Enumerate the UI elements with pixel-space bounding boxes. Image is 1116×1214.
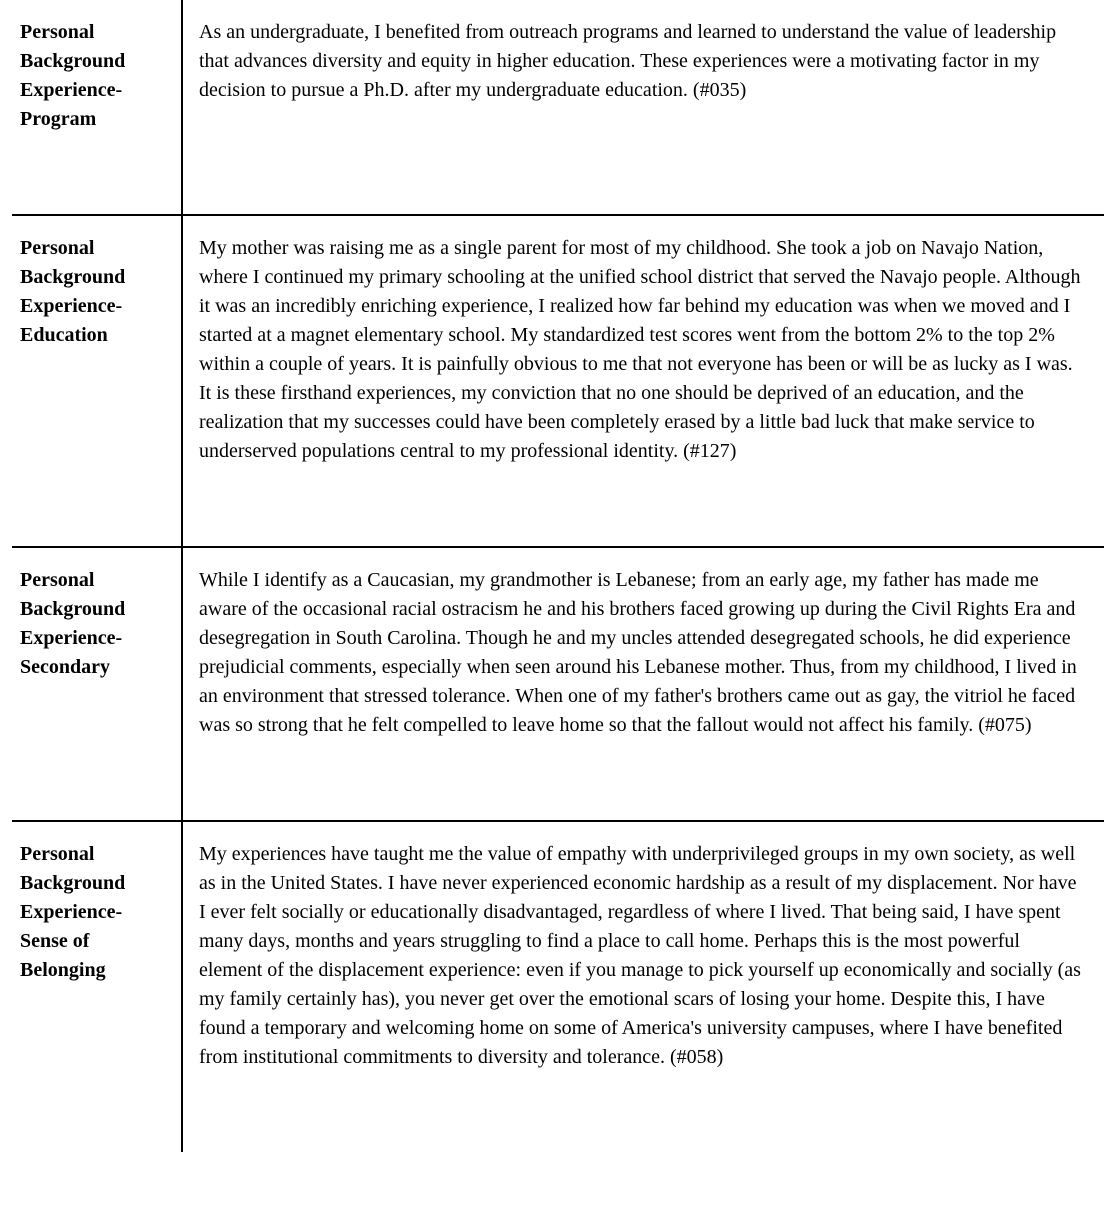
- row-label: Personal Background Experience-Secondary: [12, 547, 182, 821]
- row-body: While I identify as a Caucasian, my gran…: [182, 547, 1104, 821]
- experience-table: Personal Background Experience-Program A…: [12, 0, 1104, 1152]
- table-row: Personal Background Experience-Sense of …: [12, 821, 1104, 1152]
- document-page: Personal Background Experience-Program A…: [0, 0, 1116, 1152]
- row-body: My experiences have taught me the value …: [182, 821, 1104, 1152]
- row-body: As an undergraduate, I benefited from ou…: [182, 0, 1104, 215]
- row-label: Personal Background Experience-Program: [12, 0, 182, 215]
- table-row: Personal Background Experience-Program A…: [12, 0, 1104, 215]
- table-row: Personal Background Experience-Education…: [12, 215, 1104, 547]
- row-body: My mother was raising me as a single par…: [182, 215, 1104, 547]
- row-label: Personal Background Experience-Sense of …: [12, 821, 182, 1152]
- row-label: Personal Background Experience-Education: [12, 215, 182, 547]
- table-row: Personal Background Experience-Secondary…: [12, 547, 1104, 821]
- experience-table-body: Personal Background Experience-Program A…: [12, 0, 1104, 1152]
